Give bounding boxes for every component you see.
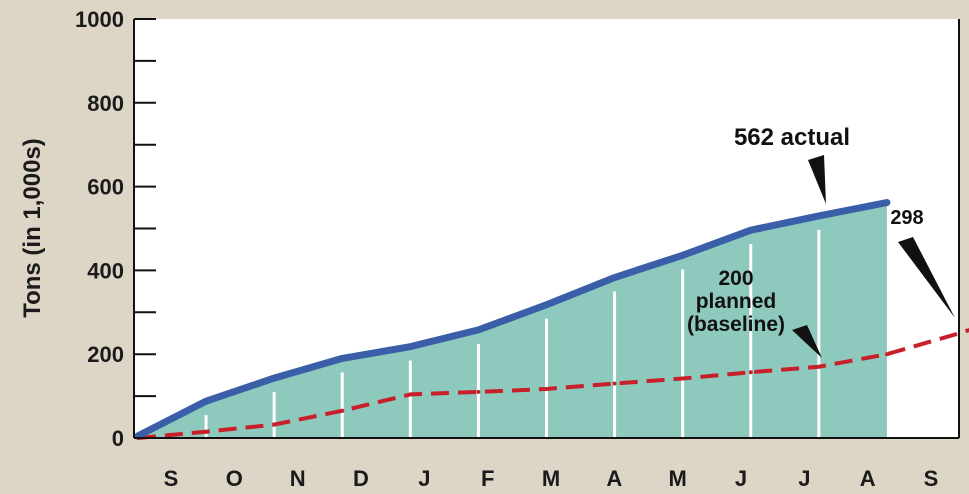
x-tick-label: S (164, 466, 179, 491)
planned-point (612, 381, 617, 386)
planned-point (884, 352, 889, 357)
pointer-actual (808, 155, 826, 204)
y-tick-layer: 0 200 400 600 800 1000 (75, 7, 156, 451)
actual-point (339, 355, 346, 362)
annotation-planned-line1: 200 (718, 267, 753, 290)
annotation-planned-end: 298 (890, 207, 923, 229)
planned-point (953, 332, 957, 337)
x-tick-label: M (669, 466, 687, 491)
annotation-planned-line2: planned (696, 290, 777, 313)
actual-line (134, 199, 891, 440)
actual-line-layer (134, 199, 891, 440)
planned-point (204, 429, 209, 434)
pointer-planned-end (898, 237, 955, 318)
y-tick-label: 800 (87, 91, 124, 116)
x-tick-label: A (606, 466, 622, 491)
actual-point (407, 343, 414, 350)
planned-point (272, 422, 277, 427)
planned-line-layer (136, 328, 969, 440)
x-tick-label: O (226, 466, 243, 491)
gridline-layer (204, 229, 821, 438)
actual-point (270, 374, 278, 382)
x-tick-label: S (924, 466, 939, 491)
pointer-planned (792, 325, 822, 358)
y-tick-label: 200 (87, 342, 124, 367)
x-tick-label: J (418, 466, 430, 491)
y-tick-label: 1000 (75, 7, 124, 32)
planned-point (544, 386, 549, 391)
planned-point (748, 370, 753, 375)
actual-point (815, 212, 823, 220)
y-tick-label: 400 (87, 258, 124, 283)
annotation-planned-line3: (baseline) (687, 313, 785, 336)
x-tick-label: J (735, 466, 747, 491)
annotation-layer: 562 actual 298 200 planned (baseline) (687, 124, 955, 358)
actual-point (202, 397, 210, 405)
x-tick-label: A (860, 466, 876, 491)
x-tick-label: M (542, 466, 560, 491)
x-tick-label: F (481, 466, 494, 491)
x-tick-label: J (798, 466, 810, 491)
planned-point (408, 392, 413, 397)
planned-point (476, 389, 481, 394)
y-tick-label: 0 (112, 426, 124, 451)
planned-point (816, 364, 821, 369)
actual-point (883, 199, 891, 206)
planned-line (137, 328, 969, 440)
y-axis-label: Tons (in 1,000s) (19, 138, 46, 318)
planned-point (680, 376, 685, 381)
actual-point (679, 252, 686, 259)
x-tick-label: D (353, 466, 369, 491)
actual-point (611, 274, 618, 281)
actual-point (475, 326, 482, 334)
x-tick-label: N (290, 466, 306, 491)
annotation-actual: 562 actual (734, 124, 850, 151)
planned-point (340, 408, 345, 413)
y-tick-label: 600 (87, 175, 124, 200)
actual-point (543, 301, 550, 308)
actual-point (747, 226, 754, 234)
